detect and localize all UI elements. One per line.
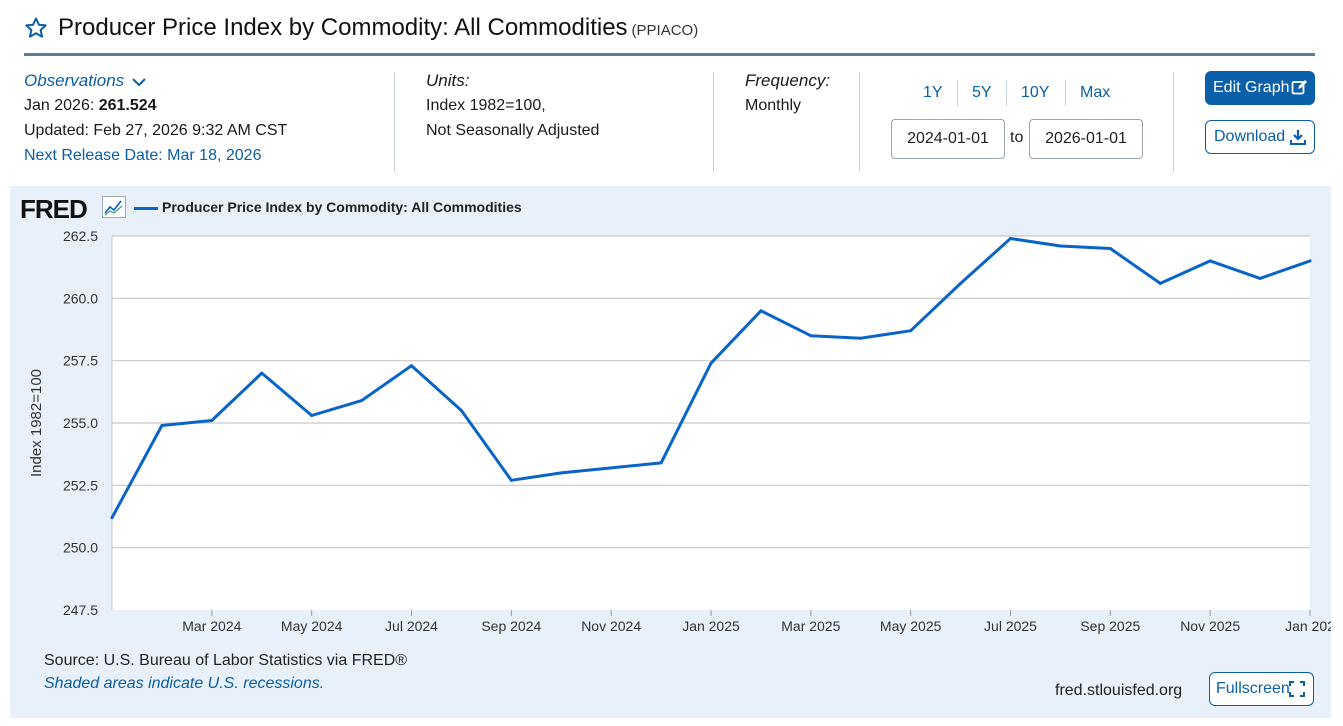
data-point bbox=[1308, 259, 1312, 263]
data-point bbox=[959, 281, 963, 285]
range-max-button[interactable]: Max bbox=[1080, 84, 1111, 101]
y-tick-label: 255.0 bbox=[63, 415, 98, 431]
range-5y-button[interactable]: 5Y bbox=[972, 84, 992, 101]
divider bbox=[1173, 72, 1174, 172]
x-tick-label: Nov 2025 bbox=[1180, 618, 1240, 634]
download-button[interactable]: Download bbox=[1205, 120, 1315, 154]
series-title: Producer Price Index by Commodity: All C… bbox=[58, 14, 628, 41]
x-tick-label: May 2025 bbox=[880, 618, 942, 634]
x-tick-label: Jul 2024 bbox=[385, 618, 438, 634]
fullscreen-label: Fullscreen bbox=[1216, 680, 1290, 697]
range-10y-button[interactable]: 10Y bbox=[1021, 84, 1050, 101]
y-tick-label: 250.0 bbox=[63, 540, 98, 556]
y-tick-label: 260.0 bbox=[63, 290, 98, 306]
edit-graph-button[interactable]: Edit Graph bbox=[1205, 71, 1315, 105]
data-point bbox=[559, 471, 563, 475]
data-point bbox=[160, 423, 164, 427]
data-point bbox=[1058, 244, 1062, 248]
y-tick-label: 262.5 bbox=[63, 228, 98, 244]
x-tick-label: Nov 2024 bbox=[581, 618, 641, 634]
fred-logo: FRED bbox=[20, 194, 88, 224]
data-point bbox=[1208, 259, 1212, 263]
data-point bbox=[110, 516, 114, 520]
chevron-down-icon bbox=[132, 77, 146, 86]
data-point bbox=[859, 336, 863, 340]
data-point bbox=[909, 329, 913, 333]
latest-label: Jan 2026: bbox=[24, 97, 95, 114]
divider bbox=[1006, 80, 1007, 106]
data-point bbox=[709, 361, 713, 365]
x-tick-label: Sep 2025 bbox=[1080, 618, 1140, 634]
y-tick-label: 247.5 bbox=[63, 602, 98, 618]
data-point bbox=[210, 419, 214, 423]
x-tick-label: Mar 2024 bbox=[182, 618, 241, 634]
x-tick-label: May 2024 bbox=[281, 618, 343, 634]
download-icon bbox=[1290, 130, 1306, 145]
y-tick-label: 257.5 bbox=[63, 353, 98, 369]
data-point bbox=[310, 414, 314, 418]
units-line1: Index 1982=100, bbox=[426, 97, 546, 114]
line-chart: 247.5 250.0 252.5 255.0 257.5 260.0 262.5 Mar 2… bbox=[28, 228, 1331, 634]
latest-observation: Jan 2026: 261.524 bbox=[24, 93, 384, 118]
data-point bbox=[1158, 281, 1162, 285]
data-point bbox=[1258, 276, 1262, 280]
frequency-label: Frequency: bbox=[745, 71, 831, 90]
frequency-value: Monthly bbox=[745, 97, 802, 114]
divider bbox=[957, 80, 958, 106]
divider bbox=[394, 72, 395, 172]
download-label: Download bbox=[1214, 128, 1286, 145]
legend-swatch bbox=[134, 207, 158, 210]
y-tick-label: 252.5 bbox=[63, 477, 98, 493]
fullscreen-button[interactable]: Fullscreen bbox=[1209, 672, 1314, 706]
fred-url: fred.stlouisfed.org bbox=[1055, 682, 1183, 699]
divider bbox=[1065, 80, 1066, 106]
data-point bbox=[809, 334, 813, 338]
divider bbox=[713, 72, 714, 172]
x-tick-label: Jul 2025 bbox=[984, 618, 1037, 634]
recessions-note: Shaded areas indicate U.S. recessions. bbox=[44, 675, 325, 692]
fullscreen-icon bbox=[1289, 681, 1305, 697]
data-point bbox=[609, 466, 613, 470]
data-point bbox=[1108, 246, 1112, 250]
x-tick-label: Mar 2025 bbox=[781, 618, 840, 634]
source-text: Source: U.S. Bureau of Labor Statistics … bbox=[44, 652, 408, 669]
observations-block: Observations Jan 2026: 261.524 Updated: … bbox=[24, 68, 384, 176]
end-date-input[interactable]: 2026-01-01 bbox=[1029, 119, 1143, 159]
divider bbox=[859, 72, 860, 172]
range-to-label: to bbox=[1010, 129, 1024, 146]
next-release-link[interactable]: Next Release Date: Mar 18, 2026 bbox=[24, 147, 262, 164]
start-date-input[interactable]: 2024-01-01 bbox=[891, 119, 1005, 159]
data-point bbox=[260, 371, 264, 375]
x-tick-label: Jan 202 bbox=[1285, 618, 1331, 634]
edit-icon bbox=[1291, 80, 1307, 95]
observations-label: Observations bbox=[24, 71, 125, 90]
chart-panel: FRED Producer Price Index by Commodity: … bbox=[10, 186, 1331, 718]
frequency-block: Frequency: Monthly bbox=[745, 68, 855, 176]
page-title: Producer Price Index by Commodity: All C… bbox=[58, 14, 698, 42]
line-chart-icon bbox=[102, 196, 126, 218]
data-point bbox=[410, 364, 413, 368]
data-point bbox=[360, 399, 364, 403]
observations-toggle[interactable]: Observations bbox=[24, 68, 384, 93]
data-point bbox=[659, 461, 663, 465]
x-tick-label: Jan 2025 bbox=[682, 618, 740, 634]
units-line2: Not Seasonally Adjusted bbox=[426, 122, 600, 139]
y-axis-label: Index 1982=100 bbox=[28, 369, 45, 477]
units-label: Units: bbox=[426, 71, 470, 90]
data-point bbox=[1009, 236, 1012, 240]
series-code: (PPIACO) bbox=[631, 22, 699, 39]
data-point bbox=[509, 478, 513, 482]
edit-graph-label: Edit Graph bbox=[1213, 79, 1290, 96]
data-point bbox=[459, 409, 463, 413]
page-header: Producer Price Index by Commodity: All C… bbox=[24, 12, 1315, 56]
range-1y-button[interactable]: 1Y bbox=[923, 84, 943, 101]
units-block: Units: Index 1982=100, Not Seasonally Ad… bbox=[426, 68, 706, 176]
x-tick-label: Sep 2024 bbox=[481, 618, 541, 634]
updated-text: Updated: Feb 27, 2026 9:32 AM CST bbox=[24, 122, 288, 139]
star-icon[interactable] bbox=[24, 16, 48, 40]
latest-value: 261.524 bbox=[98, 97, 157, 114]
data-point bbox=[759, 309, 763, 313]
legend-label: Producer Price Index by Commodity: All C… bbox=[162, 199, 522, 215]
